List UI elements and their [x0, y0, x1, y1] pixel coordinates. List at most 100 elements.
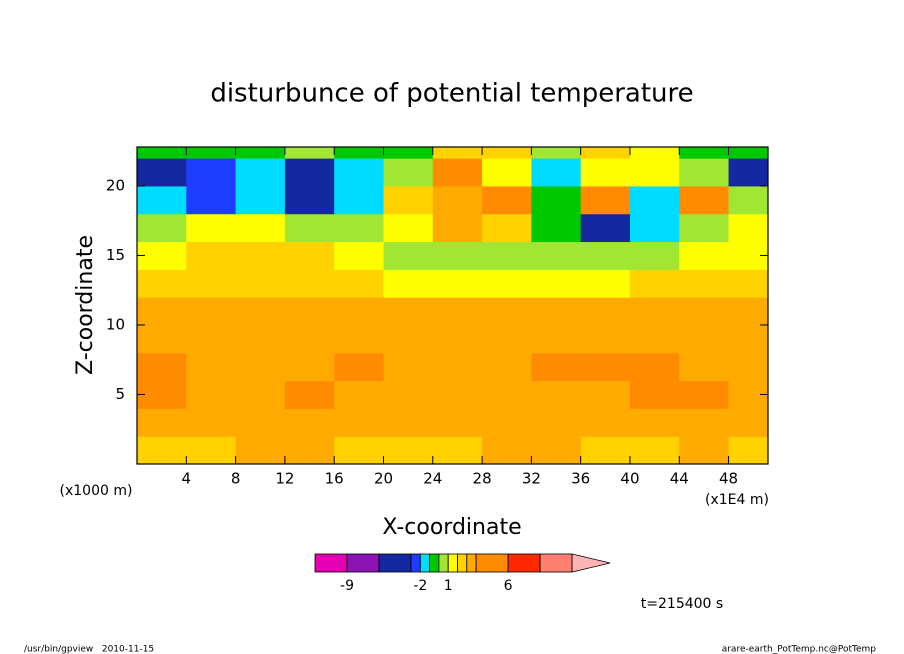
- field-cell: [137, 213, 187, 243]
- field-cell: [284, 380, 335, 409]
- field-cell: [629, 352, 680, 382]
- field-cell: [334, 408, 384, 437]
- field-cell: [334, 269, 384, 298]
- x-axis-label: X-coordinate: [382, 515, 521, 540]
- field-cell: [531, 380, 582, 409]
- plot-frame: [136, 146, 769, 465]
- field-cell: [137, 408, 187, 437]
- field-cell: [482, 147, 532, 159]
- field-cell: [235, 408, 286, 437]
- field-cell: [137, 352, 187, 382]
- field-cell: [728, 324, 768, 354]
- field-cell: [186, 436, 237, 464]
- field-cell: [482, 380, 532, 409]
- field-cell: [432, 158, 483, 187]
- field-cell: [580, 185, 631, 215]
- field-cell: [531, 352, 582, 382]
- y-tick-label: 20: [106, 176, 125, 194]
- field-cell: [432, 324, 483, 354]
- field-cell: [728, 213, 768, 243]
- chart-title: disturbunce of potential temperature: [210, 79, 693, 109]
- field-cell: [334, 147, 384, 159]
- field-cell: [432, 436, 483, 464]
- field-cell: [432, 185, 483, 215]
- field-cell: [679, 352, 730, 382]
- field-cell: [137, 380, 187, 409]
- y-tick-label: 5: [115, 385, 125, 403]
- field-cell: [531, 185, 582, 215]
- field: [137, 147, 768, 464]
- field-cell: [186, 241, 237, 270]
- field-cell: [284, 147, 335, 159]
- field-cell: [580, 408, 631, 437]
- field-cell: [482, 185, 532, 215]
- field-cell: [284, 436, 335, 464]
- footer-left: /usr/bin/gpview 2010-11-15: [24, 645, 154, 654]
- field-cell: [531, 408, 582, 437]
- field-cell: [383, 185, 434, 215]
- field-cell: [383, 408, 434, 437]
- field-cell: [482, 436, 532, 464]
- field-cell: [679, 436, 730, 464]
- field-cell: [235, 352, 286, 382]
- field-cell: [482, 352, 532, 382]
- field-cell: [235, 213, 286, 243]
- field-cell: [531, 213, 582, 243]
- field-cell: [334, 297, 384, 326]
- colorbar-box: [447, 553, 458, 573]
- field-cell: [334, 436, 384, 464]
- field-cell: [629, 147, 680, 159]
- field-cell: [432, 352, 483, 382]
- colorbar-label: -2: [413, 578, 427, 594]
- field-cell: [432, 269, 483, 298]
- field-cell: [629, 158, 680, 187]
- field-cell: [728, 147, 768, 159]
- colorbar-label: 6: [504, 578, 513, 594]
- field-cell: [728, 269, 768, 298]
- field-cell: [186, 352, 237, 382]
- field-cell: [580, 213, 631, 243]
- field-cell: [137, 185, 187, 215]
- field-cell: [383, 269, 434, 298]
- x-tick-label: 12: [275, 470, 294, 488]
- field-cell: [629, 185, 680, 215]
- field-cell: [629, 297, 680, 326]
- field-cell: [334, 324, 384, 354]
- field-cell: [235, 380, 286, 409]
- field-cell: [383, 297, 434, 326]
- field-cell: [334, 158, 384, 187]
- field-cell: [284, 269, 335, 298]
- x-unit: (x1E4 m): [705, 492, 769, 508]
- field-cell: [137, 147, 187, 159]
- field-cell: [728, 297, 768, 326]
- field-cell: [186, 185, 237, 215]
- footer-right: arare-earth_PotTemp.nc@PotTemp: [722, 645, 877, 654]
- field-cell: [383, 436, 434, 464]
- field-cell: [137, 436, 187, 464]
- field-cell: [432, 297, 483, 326]
- colorbar-box: [429, 553, 440, 573]
- field-cell: [679, 269, 730, 298]
- field-cell: [580, 241, 631, 270]
- field-cell: [284, 297, 335, 326]
- colorbar-box: [539, 553, 573, 573]
- field-cell: [580, 324, 631, 354]
- colorbar-box: [378, 553, 412, 573]
- field-cell: [580, 297, 631, 326]
- x-tick-label: 48: [719, 470, 738, 488]
- field-cell: [482, 241, 532, 270]
- x-tick-label: 40: [620, 470, 639, 488]
- field-cell: [432, 147, 483, 159]
- y-tick-label: 10: [106, 315, 125, 333]
- x-tick-label: 36: [571, 470, 590, 488]
- field-cell: [482, 324, 532, 354]
- colorbar-box: [507, 553, 541, 573]
- field-cell: [679, 324, 730, 354]
- field-cell: [728, 158, 768, 187]
- field-cell: [629, 408, 680, 437]
- field-cell: [728, 241, 768, 270]
- field-cell: [728, 408, 768, 437]
- field-cell: [334, 352, 384, 382]
- field-cell: [334, 241, 384, 270]
